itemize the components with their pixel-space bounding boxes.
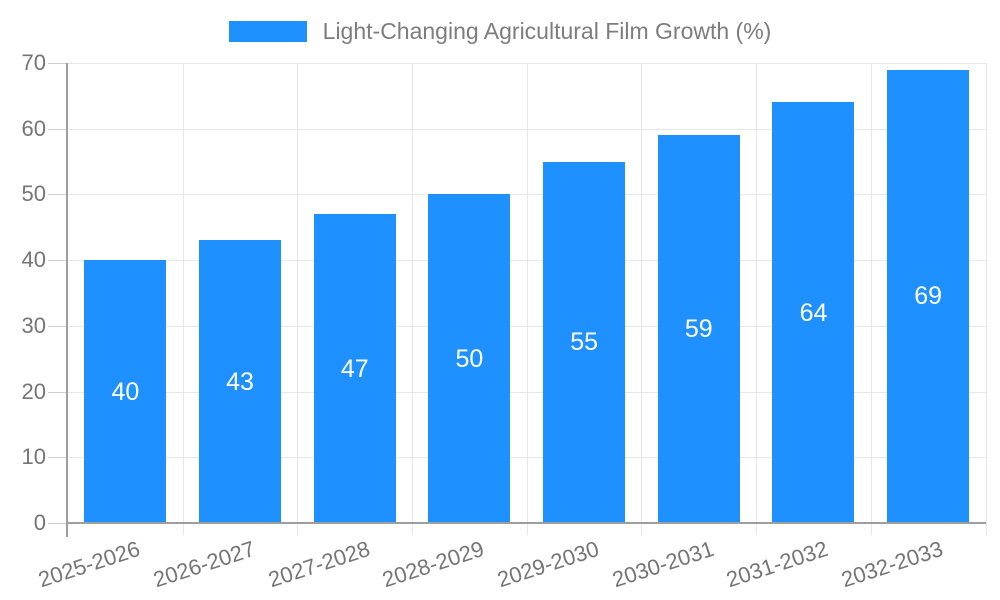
y-tick-mark	[48, 128, 68, 130]
bar[interactable]	[428, 194, 511, 523]
y-tick-label: 0	[33, 510, 46, 535]
legend-swatch	[228, 21, 307, 42]
gridline-vertical	[870, 63, 872, 535]
x-tick-label: 2029-2030	[494, 536, 602, 593]
y-tick-label: 40	[21, 247, 46, 273]
gridline-vertical	[412, 63, 414, 535]
bar-value-label: 47	[340, 354, 369, 383]
x-tick-label: 2031-2032	[723, 536, 832, 593]
bar[interactable]	[313, 214, 396, 523]
y-tick-mark	[48, 457, 68, 459]
y-axis-line	[66, 63, 68, 537]
y-tick-mark	[48, 194, 68, 196]
y-tick-mark	[48, 391, 68, 393]
y-tick-mark	[48, 63, 68, 64]
x-tick-label: 2028-2029	[379, 536, 488, 593]
x-tick-label: 2026-2027	[149, 536, 258, 593]
gridline-vertical	[182, 63, 184, 535]
x-tick-label: 2030-2031	[608, 536, 717, 593]
x-tick-label: 2027-2028	[264, 536, 373, 593]
bar[interactable]	[887, 69, 970, 523]
y-tick-label: 50	[21, 181, 46, 207]
bar[interactable]	[84, 260, 167, 523]
bar-value-label: 69	[914, 282, 943, 311]
gridline-vertical	[756, 63, 758, 535]
x-axis-line	[66, 522, 986, 524]
gridline-vertical	[985, 63, 987, 535]
bar-value-label: 43	[226, 367, 254, 396]
y-tick-label: 20	[21, 378, 46, 404]
bar[interactable]	[543, 161, 626, 523]
y-tick-label: 70	[21, 50, 46, 75]
bar-value-label: 50	[455, 344, 484, 373]
y-tick-mark	[48, 523, 68, 524]
bar-value-label: 55	[570, 328, 598, 357]
legend-label: Light-Changing Agricultural Film Growth …	[322, 18, 772, 44]
y-tick-mark	[48, 325, 68, 327]
chart-legend[interactable]: Light-Changing Agricultural Film Growth …	[0, 18, 1000, 45]
bar-value-label: 64	[799, 298, 828, 327]
bar-value-label: 40	[111, 377, 140, 406]
gridline-vertical	[641, 63, 643, 535]
x-tick-label: 2025-2026	[35, 536, 144, 593]
y-tick-mark	[48, 260, 68, 262]
y-tick-label: 60	[21, 115, 46, 141]
bar[interactable]	[657, 135, 740, 523]
bar-value-label: 59	[684, 315, 713, 344]
gridline-vertical	[526, 63, 528, 535]
x-tick-label: 2032-2033	[838, 536, 946, 593]
y-tick-label: 10	[21, 444, 46, 470]
bar[interactable]	[772, 102, 855, 523]
gridline-vertical	[297, 63, 299, 535]
y-tick-label: 30	[21, 312, 46, 338]
bar[interactable]	[199, 240, 282, 523]
